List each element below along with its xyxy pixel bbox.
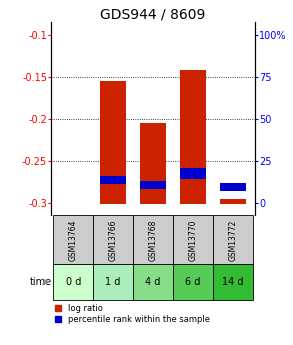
Text: 14 d: 14 d	[222, 277, 244, 287]
Bar	[93, 264, 133, 299]
Legend: log ratio, percentile rank within the sample: log ratio, percentile rank within the sa…	[55, 304, 210, 324]
Bar	[213, 264, 253, 299]
Text: GSM13772: GSM13772	[229, 219, 237, 260]
Bar	[53, 215, 93, 264]
Text: GSM13764: GSM13764	[69, 219, 78, 260]
Text: 0 d: 0 d	[66, 277, 81, 287]
Bar	[100, 81, 126, 205]
Text: 4 d: 4 d	[145, 277, 161, 287]
Text: GSM13766: GSM13766	[109, 219, 118, 260]
Bar	[180, 168, 206, 179]
Text: GSM13768: GSM13768	[149, 219, 158, 260]
Text: time: time	[30, 277, 52, 287]
Bar	[220, 183, 246, 191]
Bar	[220, 199, 246, 205]
Title: GDS944 / 8609: GDS944 / 8609	[100, 7, 206, 21]
Text: GSM13770: GSM13770	[188, 219, 197, 260]
Bar	[93, 215, 133, 264]
Bar	[140, 181, 166, 189]
Bar	[100, 176, 126, 184]
Bar	[133, 215, 173, 264]
Text: 6 d: 6 d	[185, 277, 201, 287]
Bar	[173, 264, 213, 299]
Bar	[53, 264, 93, 299]
Text: 1 d: 1 d	[105, 277, 121, 287]
Bar	[213, 215, 253, 264]
Bar	[173, 215, 213, 264]
Bar	[140, 123, 166, 205]
Bar	[133, 264, 173, 299]
Bar	[180, 70, 206, 205]
